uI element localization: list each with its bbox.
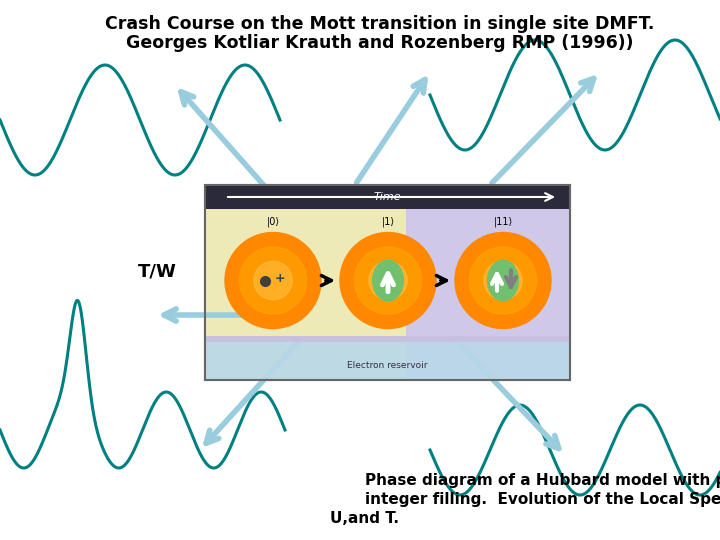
Ellipse shape [487, 260, 519, 301]
Bar [205, 185, 570, 209]
Text: |0⟩: |0⟩ [266, 217, 279, 227]
Circle shape [254, 261, 292, 300]
Text: Time: Time [374, 192, 401, 202]
Text: |11⟩: |11⟩ [493, 217, 513, 227]
Bar [205, 342, 570, 380]
Text: +: + [275, 272, 286, 285]
Bar [205, 336, 570, 342]
Text: Electron reservoir: Electron reservoir [347, 361, 428, 370]
Text: T/W: T/W [138, 263, 177, 281]
Bar [205, 185, 570, 380]
Bar [205, 185, 406, 380]
Circle shape [455, 233, 551, 328]
Text: Phase diagram of a Hubbard model with partial frustration at: Phase diagram of a Hubbard model with pa… [365, 473, 720, 488]
Bar [205, 185, 570, 380]
Text: U,and T.: U,and T. [330, 511, 400, 526]
Ellipse shape [372, 260, 404, 301]
Circle shape [340, 233, 436, 328]
Text: integer filling.  Evolution of the Local Spectra as a function of: integer filling. Evolution of the Local … [365, 492, 720, 507]
Circle shape [369, 261, 408, 300]
Circle shape [225, 233, 321, 328]
Circle shape [354, 247, 422, 314]
Circle shape [239, 247, 307, 314]
Circle shape [484, 261, 522, 300]
Bar [406, 185, 570, 380]
Text: Georges Kotliar Krauth and Rozenberg RMP (1996)): Georges Kotliar Krauth and Rozenberg RMP… [126, 34, 634, 52]
Text: |1⟩: |1⟩ [382, 217, 395, 227]
Circle shape [469, 247, 536, 314]
Text: Crash Course on the Mott transition in single site DMFT.: Crash Course on the Mott transition in s… [105, 15, 654, 33]
